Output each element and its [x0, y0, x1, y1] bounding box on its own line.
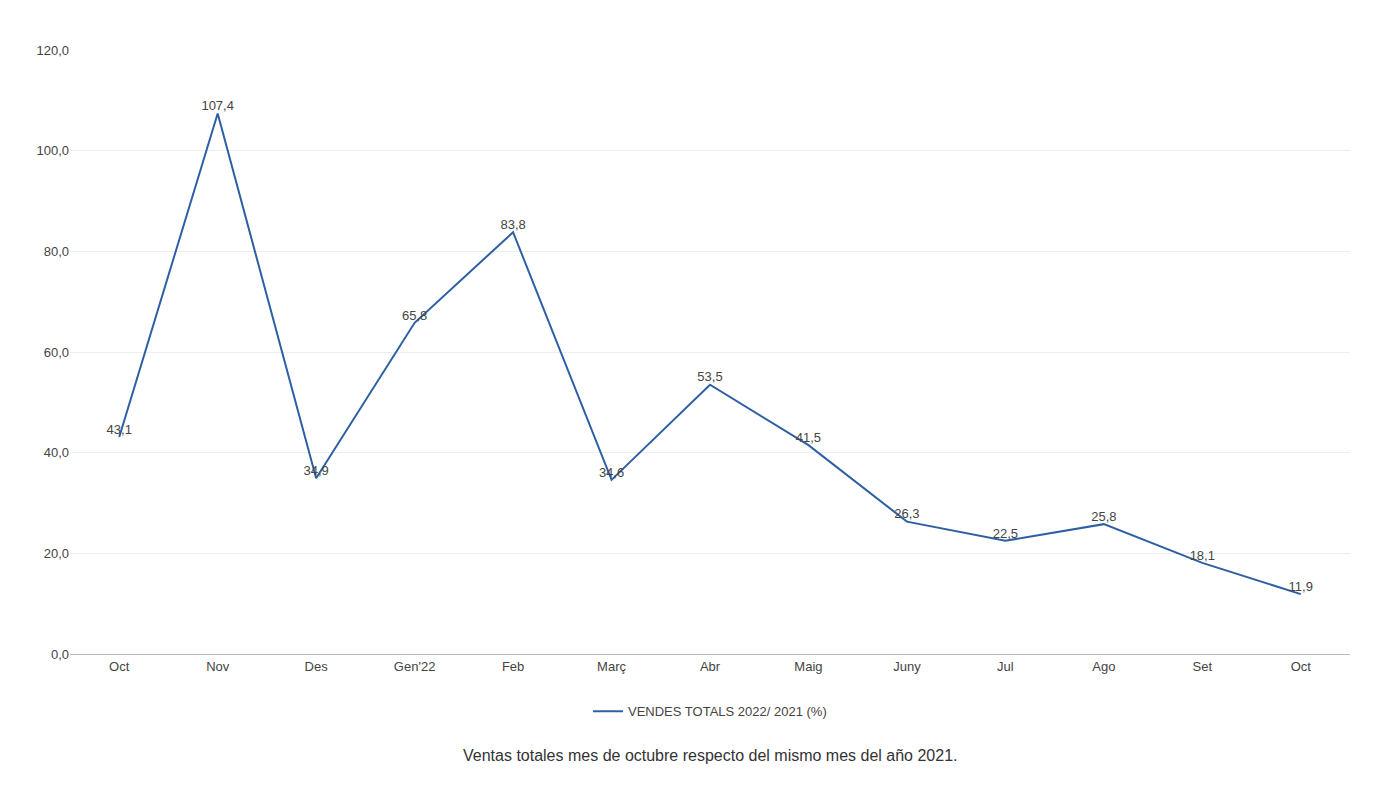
- svg-text:Gen'22: Gen'22: [394, 659, 436, 674]
- svg-text:43,1: 43,1: [107, 422, 132, 437]
- svg-text:VENDES TOTALS 2022/ 2021 (%): VENDES TOTALS 2022/ 2021 (%): [628, 704, 827, 719]
- svg-text:34,9: 34,9: [303, 463, 328, 478]
- svg-text:Març: Març: [597, 659, 626, 674]
- svg-text:Des: Des: [305, 659, 329, 674]
- svg-text:53,5: 53,5: [697, 369, 722, 384]
- svg-text:Oct: Oct: [1291, 659, 1312, 674]
- svg-text:83,8: 83,8: [500, 217, 525, 232]
- svg-text:65,8: 65,8: [402, 308, 427, 323]
- svg-text:Ventas totales mes de octubre: Ventas totales mes de octubre respecto d…: [463, 747, 958, 764]
- svg-text:Maig: Maig: [794, 659, 822, 674]
- svg-text:Set: Set: [1193, 659, 1213, 674]
- svg-text:Nov: Nov: [206, 659, 230, 674]
- svg-text:11,9: 11,9: [1289, 579, 1313, 594]
- svg-text:26,3: 26,3: [894, 506, 919, 521]
- svg-text:Ago: Ago: [1092, 659, 1115, 674]
- svg-text:Abr: Abr: [700, 659, 721, 674]
- svg-text:18,1: 18,1: [1190, 548, 1215, 563]
- svg-text:60,0: 60,0: [44, 345, 69, 360]
- svg-text:80,0: 80,0: [44, 244, 69, 259]
- svg-text:Jul: Jul: [997, 659, 1014, 674]
- svg-text:Juny: Juny: [893, 659, 921, 674]
- svg-text:107,4: 107,4: [201, 98, 234, 113]
- svg-text:120,0: 120,0: [36, 43, 69, 58]
- svg-text:25,8: 25,8: [1091, 509, 1116, 524]
- svg-text:20,0: 20,0: [44, 546, 69, 561]
- svg-text:41,5: 41,5: [796, 430, 821, 445]
- svg-text:Oct: Oct: [109, 659, 130, 674]
- svg-text:100,0: 100,0: [36, 143, 69, 158]
- svg-text:22,5: 22,5: [993, 526, 1018, 541]
- svg-text:0,0: 0,0: [51, 647, 69, 662]
- svg-text:40,0: 40,0: [44, 445, 69, 460]
- svg-text:Feb: Feb: [502, 659, 524, 674]
- svg-text:34,6: 34,6: [599, 465, 624, 480]
